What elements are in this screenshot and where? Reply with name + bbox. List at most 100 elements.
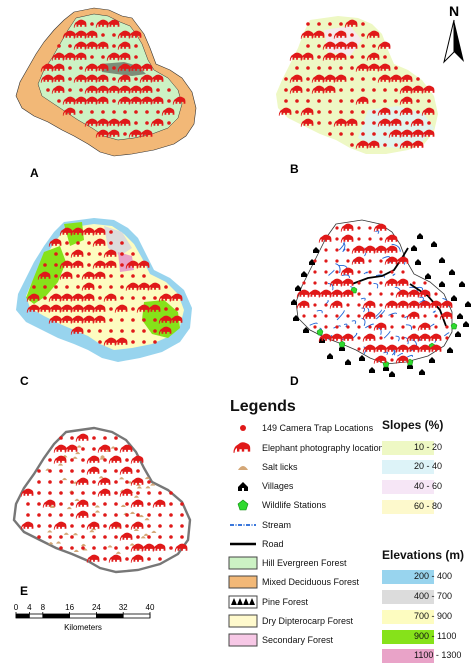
stream-line bbox=[328, 269, 335, 276]
camera-trap-dot bbox=[114, 546, 118, 550]
elephant-icon bbox=[410, 118, 424, 127]
elephant-icon bbox=[355, 63, 369, 72]
village-icon bbox=[295, 285, 301, 291]
elephant-icon bbox=[108, 554, 122, 563]
legend-item-label: 149 Camera Trap Locations bbox=[262, 423, 374, 433]
stream-line bbox=[429, 323, 435, 328]
legend-item-label: Elephant photography locations bbox=[262, 443, 389, 453]
elephant-icon bbox=[139, 74, 153, 83]
elephant-icon bbox=[351, 256, 365, 265]
elephant-icon bbox=[92, 260, 106, 269]
elephant-icon bbox=[75, 433, 89, 442]
salt-lick-icon bbox=[72, 532, 78, 536]
elephant-icon bbox=[128, 129, 142, 138]
camera-trap-dot bbox=[434, 314, 438, 318]
camera-trap-dot bbox=[164, 285, 168, 289]
camera-trap-dot bbox=[120, 285, 124, 289]
camera-trap-dot bbox=[120, 252, 124, 256]
elephant-icon bbox=[114, 304, 128, 313]
camera-trap-dot bbox=[59, 546, 63, 550]
camera-trap-dot bbox=[401, 314, 405, 318]
camera-trap-dot bbox=[136, 513, 140, 517]
camera-trap-dot bbox=[81, 491, 85, 495]
camera-trap-dot bbox=[361, 110, 365, 114]
north-arrow-label: N bbox=[449, 3, 459, 19]
camera-trap-dot bbox=[317, 44, 321, 48]
camera-trap-dot bbox=[379, 314, 383, 318]
elephant-icon bbox=[289, 85, 303, 94]
wildlife-station-icon bbox=[382, 360, 390, 368]
elephant-icon bbox=[366, 63, 380, 72]
camera-trap-dot bbox=[131, 274, 135, 278]
elephant-icon bbox=[395, 278, 409, 287]
camera-trap-dot bbox=[76, 241, 80, 245]
elephant-icon bbox=[136, 282, 150, 291]
camera-trap-dot bbox=[81, 447, 85, 451]
salt-lick-icon bbox=[91, 527, 97, 531]
legend-item: Stream bbox=[228, 518, 291, 532]
elephant-icon bbox=[119, 488, 133, 497]
camera-trap-dots-b bbox=[284, 22, 431, 147]
legend-item: Elephant photography locations bbox=[228, 441, 388, 455]
elephant-icon bbox=[117, 52, 131, 61]
camera-trap-dot bbox=[48, 458, 52, 462]
camera-trap-dot bbox=[335, 314, 339, 318]
elephant-icon bbox=[169, 315, 183, 324]
elephant-icon bbox=[421, 85, 435, 94]
camera-trap-dot bbox=[123, 110, 127, 114]
camera-trap-dot bbox=[346, 248, 350, 252]
camera-trap-dot bbox=[125, 480, 129, 484]
elephant-icon bbox=[399, 74, 413, 83]
camera-trap-dot bbox=[328, 66, 332, 70]
elephant-icon bbox=[70, 326, 84, 335]
camera-trap-dots-c bbox=[32, 230, 179, 344]
camera-trap-dot bbox=[302, 314, 306, 318]
stream-line bbox=[415, 286, 424, 291]
elephant-icon bbox=[130, 543, 144, 552]
camera-trap-dot bbox=[368, 237, 372, 241]
elephant-icon bbox=[300, 118, 314, 127]
elephant-icon bbox=[59, 260, 73, 269]
elephant-icon bbox=[233, 442, 251, 453]
camera-trap-dot bbox=[169, 491, 173, 495]
elephant-icon bbox=[366, 140, 380, 149]
village-icon bbox=[459, 281, 465, 287]
elephant-icon bbox=[395, 289, 409, 298]
elevation-label: 1100 - 1300 bbox=[414, 650, 462, 660]
elephant-markers-b bbox=[278, 19, 435, 149]
legend-item-label: Wildlife Stations bbox=[262, 500, 327, 510]
camera-trap-dot bbox=[81, 546, 85, 550]
camera-trap-dot bbox=[81, 535, 85, 539]
camera-trap-dot bbox=[92, 535, 96, 539]
camera-trap-dot bbox=[368, 259, 372, 263]
elephant-icon bbox=[318, 289, 332, 298]
camera-trap-dot bbox=[48, 513, 52, 517]
camera-trap-dot bbox=[134, 121, 138, 125]
camera-trap-dot bbox=[109, 307, 113, 311]
elephant-icon bbox=[86, 455, 100, 464]
camera-trap-dot bbox=[59, 513, 63, 517]
camera-trap-dot bbox=[147, 480, 151, 484]
camera-trap-dot bbox=[57, 44, 61, 48]
camera-trap-dot bbox=[390, 292, 394, 296]
elevation-swatch bbox=[382, 590, 434, 604]
elephant-icon bbox=[106, 118, 120, 127]
salt-lick-icon bbox=[140, 536, 146, 539]
stream-line bbox=[333, 325, 341, 329]
wildlife-station-icon bbox=[338, 340, 346, 348]
elevations-title: Elevations (m) bbox=[382, 548, 465, 562]
camera-trap-dot bbox=[101, 110, 105, 114]
camera-trap-dot bbox=[324, 248, 328, 252]
camera-trap-dot bbox=[54, 274, 58, 278]
elephant-icon bbox=[300, 30, 314, 39]
elephant-icon bbox=[117, 96, 131, 105]
camera-trap-dot bbox=[357, 237, 361, 241]
village-icon bbox=[465, 301, 471, 307]
camera-trap-dot bbox=[158, 491, 162, 495]
elephant-icon bbox=[97, 477, 111, 486]
elephant-icon bbox=[70, 304, 84, 313]
camera-trap-dot bbox=[153, 318, 157, 322]
camera-trap-dot bbox=[372, 121, 376, 125]
camera-trap-dot bbox=[379, 292, 383, 296]
elephant-icon bbox=[169, 293, 183, 302]
